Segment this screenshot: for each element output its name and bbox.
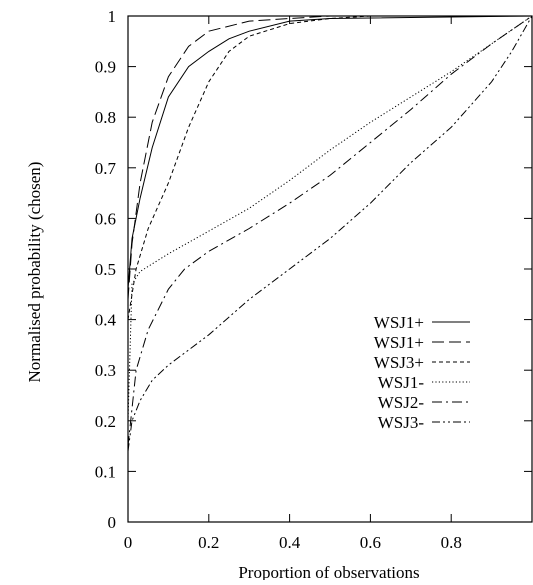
y-tick-label: 1 <box>108 7 117 26</box>
series-line-3 <box>127 15 532 320</box>
series-line-2 <box>127 15 532 300</box>
x-tick-label: 0.4 <box>279 533 301 552</box>
legend-label-6: WSJ3- <box>378 413 425 432</box>
x-tick-label: 0 <box>124 533 133 552</box>
x-axis-title: Proportion of observations <box>238 563 419 580</box>
plot-frame <box>127 15 533 523</box>
series-line-6 <box>127 15 533 452</box>
y-tick-label: 0.9 <box>95 58 116 77</box>
series-line-5 <box>127 15 533 447</box>
legend-label-4: WSJ1- <box>378 373 425 392</box>
y-tick-label: 0.3 <box>95 361 116 380</box>
y-tick-label: 0.4 <box>95 311 117 330</box>
legend-label-1: WSJ1+ <box>374 313 424 332</box>
x-tick-label: 0.6 <box>360 533 381 552</box>
y-tick-label: 0.7 <box>95 159 117 178</box>
series-line-1 <box>127 15 533 290</box>
series-lines <box>127 15 533 452</box>
axes: 0 0.1 0.2 0.3 0.4 0.5 0.6 0.7 0.8 0.9 1 0 0.2 0.4 0.6 0… <box>95 7 533 552</box>
y-axis-title: Normalised probability (chosen) <box>25 162 44 383</box>
legend: WSJ1+WSJ1+WSJ3+WSJ1-WSJ2-WSJ3- <box>374 313 470 432</box>
y-tick-label: 0.2 <box>95 412 116 431</box>
x-tick-label: 0.8 <box>441 533 462 552</box>
legend-label-3: WSJ3+ <box>374 353 424 372</box>
legend-label-5: WSJ2- <box>378 393 425 412</box>
series-line-4 <box>127 15 533 421</box>
x-tick-label: 0.2 <box>198 533 219 552</box>
y-tick-label: 0.1 <box>95 462 116 481</box>
legend-label-2: WSJ1+ <box>374 333 424 352</box>
y-tick-label: 0.5 <box>95 260 116 279</box>
y-tick-label: 0.6 <box>95 209 116 228</box>
y-tick-label: 0.8 <box>95 108 116 127</box>
y-tick-label: 0 <box>108 513 117 532</box>
